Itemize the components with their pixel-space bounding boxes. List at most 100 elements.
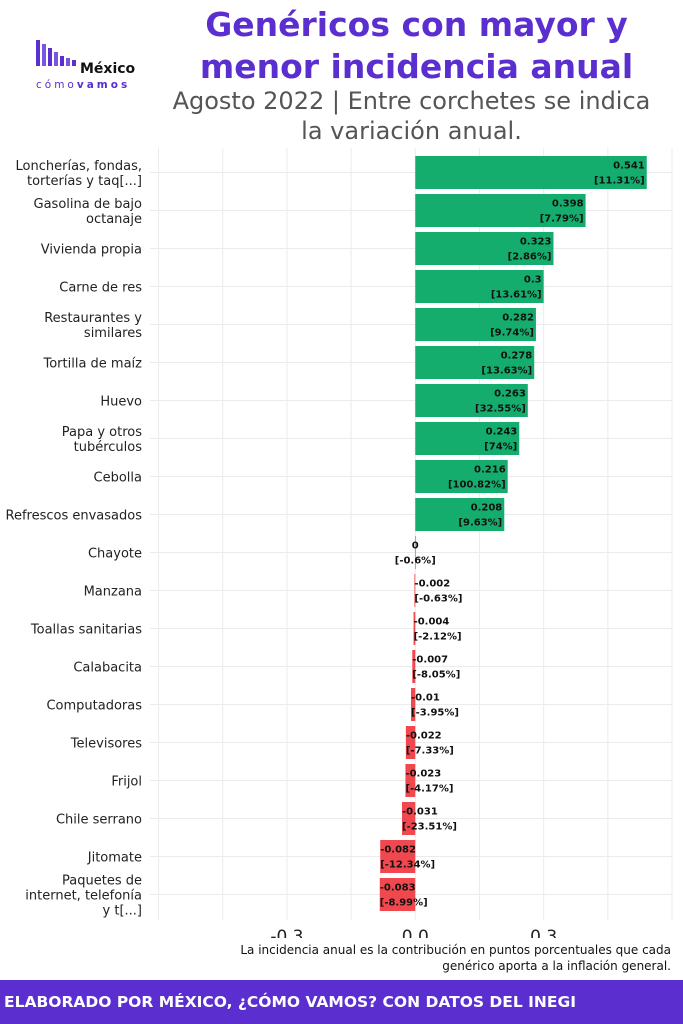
bar bbox=[415, 498, 505, 531]
category-label-line: internet, telefonía bbox=[25, 889, 142, 904]
bar-value-label: 0.3 bbox=[524, 275, 542, 286]
category-label-line: torterías y taq[...] bbox=[27, 174, 142, 189]
bar-variation-label: [11.31%] bbox=[594, 176, 645, 187]
category-label-line: octanaje bbox=[86, 212, 142, 227]
bar-layer bbox=[379, 156, 647, 911]
logo-name: México bbox=[80, 61, 136, 77]
bar-value-label: 0.323 bbox=[520, 237, 552, 248]
category-label-line: Televisores bbox=[70, 737, 142, 752]
category-label: Tortilla de maíz bbox=[42, 357, 142, 372]
axis-layer: Loncherías, fondas, torterías y taq[...] G… bbox=[6, 159, 558, 938]
logo-tagline: cómovamos bbox=[36, 79, 130, 91]
category-label-line: Chayote bbox=[88, 547, 142, 562]
logo-tag-bold: vamos bbox=[76, 79, 131, 91]
x-tick-label: 0.3 bbox=[530, 927, 557, 938]
title-line-1: Genéricos con mayor y bbox=[205, 5, 628, 44]
category-label-line: Chile serrano bbox=[56, 813, 142, 828]
category-label-line: Loncherías, fondas, bbox=[16, 159, 142, 174]
bar-value-label: -0.023 bbox=[405, 769, 441, 780]
bar-variation-label: [-12.34%] bbox=[380, 860, 435, 871]
bar-value-label: -0.002 bbox=[414, 579, 450, 590]
bar bbox=[415, 270, 544, 303]
category-label: Chayote bbox=[88, 547, 142, 562]
bar bbox=[405, 764, 416, 797]
bar bbox=[415, 194, 586, 227]
category-label: Paquetes de internet, telefonía y t[...] bbox=[25, 874, 142, 919]
category-label-line: Frijol bbox=[111, 775, 142, 790]
bar-variation-label: [-3.95%] bbox=[411, 708, 459, 719]
bar-variation-label: [13.61%] bbox=[491, 290, 542, 301]
bar-variation-label: [-0.63%] bbox=[414, 594, 462, 605]
bar-variation-label: [-2.12%] bbox=[414, 632, 462, 643]
category-label: Chile serrano bbox=[56, 813, 142, 828]
category-label: Carne de res bbox=[59, 281, 142, 296]
x-tick-label: -0.3 bbox=[270, 927, 303, 938]
category-label-line: Papa y otros bbox=[62, 425, 142, 440]
bar-value-label: 0.243 bbox=[486, 427, 518, 438]
title-line-2: menor incidencia anual bbox=[199, 47, 634, 86]
category-label-line: Vivienda propia bbox=[41, 243, 142, 258]
category-label-line: Gasolina de bajo bbox=[34, 197, 143, 212]
category-label-line: Calabacita bbox=[73, 661, 142, 676]
bar bbox=[412, 650, 416, 683]
bar-value-label: -0.082 bbox=[380, 845, 416, 856]
category-label-line: Tortilla de maíz bbox=[42, 357, 142, 372]
bar-value-label: -0.01 bbox=[411, 693, 440, 704]
logo-tag-light: cómo bbox=[36, 79, 77, 91]
bar-variation-label: [9.74%] bbox=[490, 328, 534, 339]
bar bbox=[411, 688, 416, 721]
bar bbox=[380, 840, 416, 873]
bar-value-label: -0.007 bbox=[412, 655, 448, 666]
category-label-line: Huevo bbox=[100, 395, 142, 410]
bar-value-label: 0.282 bbox=[502, 313, 534, 324]
footnote-line-1: La incidencia anual es la contribución e… bbox=[240, 943, 671, 957]
bar-variation-label: [100.82%] bbox=[448, 480, 506, 491]
category-label-line: Restaurantes y bbox=[44, 311, 142, 326]
category-label-line: Paquetes de bbox=[62, 874, 142, 889]
bar-variation-label: [-23.51%] bbox=[402, 822, 457, 833]
bar bbox=[415, 156, 647, 189]
chart-title: Genéricos con mayor y menor incidencia a… bbox=[150, 4, 683, 88]
bar-variation-label: [-8.05%] bbox=[412, 670, 460, 681]
category-label: Restaurantes y similares bbox=[44, 311, 142, 341]
bar bbox=[402, 802, 416, 835]
grid-layer bbox=[150, 148, 673, 920]
bar-value-label: -0.022 bbox=[406, 731, 442, 742]
bar-value-label: 0.216 bbox=[474, 465, 506, 476]
category-label: Gasolina de bajo octanaje bbox=[34, 197, 143, 227]
category-label: Huevo bbox=[100, 395, 142, 410]
bar-variation-label: [13.63%] bbox=[481, 366, 532, 377]
bar-variation-label: [7.79%] bbox=[540, 214, 584, 225]
bar-variation-label: [-4.17%] bbox=[405, 784, 453, 795]
category-label-line: Jitomate bbox=[87, 851, 142, 866]
category-label: Toallas sanitarias bbox=[30, 623, 142, 638]
bar-variation-label: [-7.33%] bbox=[406, 746, 454, 757]
bar bbox=[415, 346, 535, 379]
category-label-line: y t[...] bbox=[103, 904, 142, 919]
category-label: Manzana bbox=[84, 585, 142, 600]
bar bbox=[413, 612, 416, 645]
bar-value-label: -0.004 bbox=[414, 617, 450, 628]
bar-value-label: 0.263 bbox=[494, 389, 526, 400]
category-label-line: Refrescos envasados bbox=[6, 509, 143, 524]
footnote: La incidencia anual es la contribución e… bbox=[201, 942, 671, 974]
footer-banner: ELABORADO POR MÉXICO, ¿CÓMO VAMOS? CON D… bbox=[0, 980, 683, 1024]
bar bbox=[415, 422, 520, 455]
category-label: Cebolla bbox=[94, 471, 142, 486]
chart-subtitle: Agosto 2022 | Entre corchetes se indica … bbox=[140, 86, 683, 146]
bar bbox=[415, 308, 536, 341]
bar bbox=[415, 232, 554, 265]
bar bbox=[415, 460, 508, 493]
category-label: Jitomate bbox=[87, 851, 142, 866]
bar bbox=[415, 384, 528, 417]
category-label-line: Manzana bbox=[84, 585, 142, 600]
category-label: Refrescos envasados bbox=[6, 509, 143, 524]
category-label: Frijol bbox=[111, 775, 142, 790]
category-label-line: Carne de res bbox=[59, 281, 142, 296]
bar-variation-label: [-0.6%] bbox=[395, 556, 436, 567]
logo-bars-icon bbox=[36, 40, 76, 66]
category-label-line: Toallas sanitarias bbox=[30, 623, 142, 638]
category-label: Vivienda propia bbox=[41, 243, 142, 258]
category-label-line: Computadoras bbox=[46, 699, 142, 714]
bar-variation-label: [9.63%] bbox=[458, 518, 502, 529]
